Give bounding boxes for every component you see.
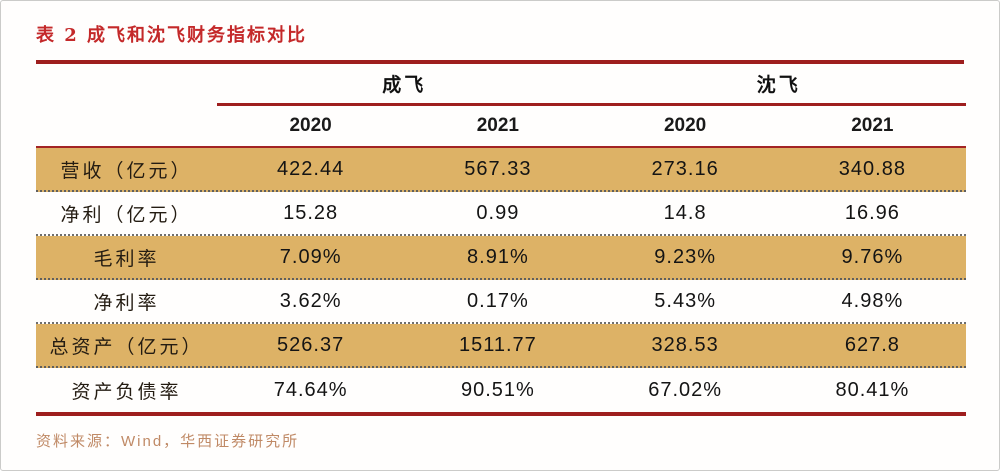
cell-value: 9.76%: [841, 245, 904, 268]
table-row: 毛利率 7.09% 8.91% 9.23% 9.76%: [36, 236, 966, 280]
row-label: 净利率: [93, 291, 160, 314]
cell-value: 7.09%: [279, 245, 342, 268]
cell-value: 0.17%: [467, 289, 529, 312]
cell-value: 80.41%: [835, 378, 910, 401]
table-row: 营收（亿元） 422.44 567.33 273.16 340.88: [36, 148, 966, 192]
cell-value: 1511.77: [458, 333, 537, 356]
cell-value: 16.96: [844, 201, 900, 224]
cell-value: 14.8: [663, 201, 707, 224]
cell-value: 526.37: [277, 333, 345, 356]
financial-comparison-table: 成飞 沈飞 2020 2021 2020 2021 营收（亿元） 422.44 56…: [36, 64, 966, 416]
row-label: 净利（亿元）: [60, 203, 193, 226]
row-label: 营收（亿元）: [60, 159, 193, 182]
year-header-row: 2020 2021 2020 2021: [36, 106, 966, 146]
cell-value: 567.33: [464, 157, 532, 180]
cell-value: 67.02%: [648, 378, 723, 401]
group-header-row: 成飞 沈飞: [36, 64, 966, 103]
cell-value: 15.28: [283, 201, 339, 224]
table-title: 表 2 成飞和沈飞财务指标对比: [36, 25, 308, 46]
cell-value: 273.16: [651, 157, 719, 180]
group-header-shenfei: 沈飞: [756, 74, 801, 96]
bottom-rule: [36, 412, 966, 416]
table-row: 净利（亿元） 15.28 0.99 14.8 16.96: [36, 192, 966, 236]
year-header: 2020: [663, 115, 707, 136]
cell-value: 90.51%: [460, 378, 535, 401]
cell-value: 8.91%: [467, 245, 529, 268]
cell-value: 9.23%: [654, 245, 716, 268]
cell-value: 340.88: [838, 157, 906, 180]
year-header: 2020: [289, 115, 332, 136]
source-note: 资料来源：Wind，华西证券研究所: [36, 433, 300, 450]
row-label: 总资产（亿元）: [49, 335, 204, 358]
cell-value: 4.98%: [841, 289, 904, 312]
cell-value: 627.8: [844, 333, 900, 356]
cell-value: 5.43%: [654, 289, 716, 312]
cell-value: 0.99: [476, 201, 520, 224]
group-header-rule: [217, 103, 966, 106]
year-header: 2021: [851, 115, 894, 136]
group-header-chengfei: 成飞: [382, 74, 427, 96]
year-header: 2021: [476, 115, 520, 136]
table-row: 资产负债率 74.64% 90.51% 67.02% 80.41%: [36, 368, 966, 412]
table-row: 总资产（亿元） 526.37 1511.77 328.53 627.8: [36, 324, 966, 368]
row-label: 毛利率: [93, 247, 160, 270]
cell-value: 328.53: [651, 333, 719, 356]
header-body-rule: [36, 146, 966, 148]
top-rule: [36, 60, 964, 64]
row-label: 资产负债率: [71, 380, 182, 403]
cell-value: 3.62%: [279, 289, 342, 312]
cell-value: 74.64%: [273, 378, 348, 401]
cell-value: 422.44: [277, 157, 345, 180]
table-row: 净利率 3.62% 0.17% 5.43% 4.98%: [36, 280, 966, 324]
table-body: 营收（亿元） 422.44 567.33 273.16 340.88 净利（亿元） 15.2…: [36, 148, 966, 412]
